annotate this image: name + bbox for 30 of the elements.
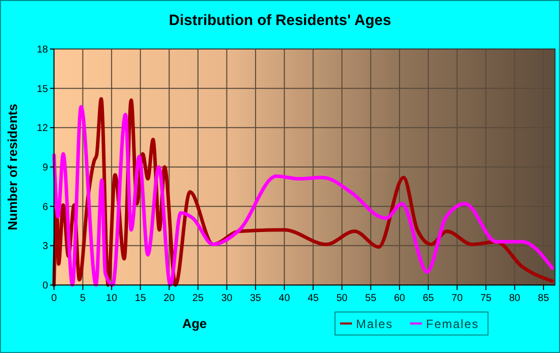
- legend-label: Females: [426, 317, 480, 331]
- x-tick-label: 40: [278, 293, 290, 304]
- x-tick-label: 10: [106, 293, 118, 304]
- x-tick-label: 5: [80, 293, 86, 304]
- x-tick-label: 25: [192, 293, 204, 304]
- x-tick-label: 85: [538, 293, 550, 304]
- y-tick-label: 0: [42, 280, 48, 292]
- x-tick-label: 75: [480, 293, 492, 304]
- y-tick-label: 15: [36, 84, 48, 95]
- x-tick-label: 20: [164, 293, 176, 304]
- x-tick-label: 80: [509, 293, 521, 304]
- legend-label: Males: [356, 317, 394, 331]
- chart-title: Distribution of Residents' Ages: [168, 12, 392, 29]
- y-axis-title: Number of residents: [5, 104, 20, 230]
- y-tick-label: 6: [42, 202, 48, 213]
- x-tick-label: 0: [51, 293, 58, 304]
- y-tick-label: 18: [36, 44, 48, 56]
- x-tick-label: 65: [422, 293, 434, 304]
- x-tick-label: 45: [308, 293, 320, 304]
- y-tick-label: 3: [42, 241, 48, 252]
- x-tick-label: 35: [250, 293, 262, 304]
- x-tick-label: 50: [336, 293, 348, 304]
- y-tick-label: 9: [42, 162, 48, 174]
- x-tick-label: 30: [221, 293, 233, 304]
- x-tick-label: 70: [452, 293, 464, 304]
- x-axis-title: Age: [182, 316, 207, 331]
- y-tick-label: 12: [36, 123, 48, 134]
- x-tick-label: 60: [394, 293, 406, 304]
- x-tick-label: 55: [365, 293, 377, 304]
- x-tick-label: 15: [134, 293, 146, 304]
